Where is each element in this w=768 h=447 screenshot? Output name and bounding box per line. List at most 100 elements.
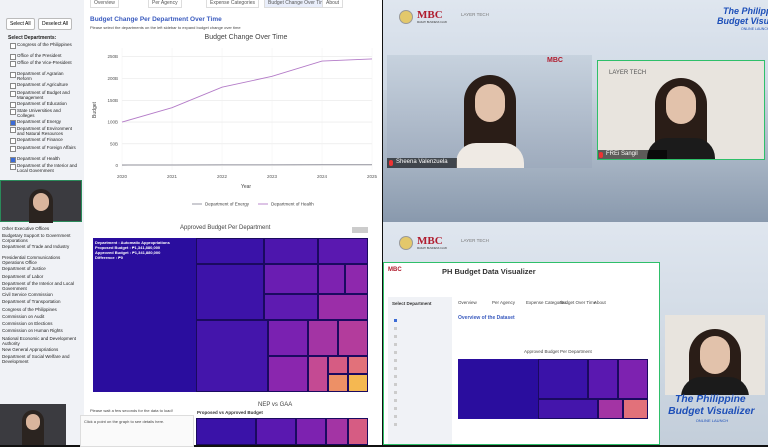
checkbox[interactable]: [10, 157, 16, 163]
chart-cell: [348, 418, 368, 445]
department-option: Department of Education: [17, 101, 79, 106]
department-name: Congress of the Philippines: [2, 307, 80, 312]
person-body: [681, 377, 749, 395]
chart-cell: [296, 418, 326, 445]
app-tab[interactable]: Expense Categories: [206, 0, 259, 8]
department-name: Department of Justice: [2, 266, 80, 271]
checkbox[interactable]: [10, 83, 16, 89]
layer-sign: LAYER TECH: [609, 70, 646, 76]
data-line: [122, 59, 372, 122]
sidebar-checkbox: [394, 399, 397, 402]
treemap-cell: [268, 356, 308, 392]
treemap-cell: [196, 238, 264, 264]
treemap-cell: [348, 374, 368, 392]
checkbox[interactable]: [10, 72, 16, 78]
treemap-cell: [268, 320, 308, 356]
department-option: Department of Foreign Affairs: [17, 145, 79, 150]
screen-tab[interactable]: Budget Over Time: [560, 300, 596, 305]
x-tick-label: 2025: [367, 174, 378, 179]
checkbox[interactable]: [10, 109, 16, 115]
x-tick-label: 2024: [317, 174, 328, 179]
x-tick-label: 2022: [217, 174, 228, 179]
treemap-cell: [318, 294, 368, 320]
chart-heading: Budget Change Per Department Over Time: [90, 16, 222, 23]
x-tick-label: 2023: [267, 174, 278, 179]
screen-cell: [623, 399, 648, 419]
screen-chart-title: Approved Budget Per Department: [524, 349, 592, 354]
department-name: New General Appropriations: [2, 347, 80, 352]
treemap-cell: [196, 320, 268, 392]
mbc-logo: MBC: [417, 9, 443, 21]
video-tile: [0, 404, 66, 445]
event-subtitle: ONLINE LAUNCH: [696, 418, 729, 423]
department-option: Department of Agrarian Reform: [17, 71, 79, 81]
x-tick-label: 2020: [117, 174, 128, 179]
checkbox[interactable]: [10, 146, 16, 152]
sidebar-checkbox: [394, 343, 397, 346]
screen-tab[interactable]: Overview: [458, 300, 477, 305]
department-option: Department of Agriculture: [17, 82, 79, 87]
sidebar-checkbox: [394, 407, 397, 410]
nep-gaa-title: NEP vs GAA: [258, 402, 292, 408]
screen-cell: [598, 399, 623, 419]
checkbox[interactable]: [10, 91, 16, 97]
seal: [399, 236, 413, 250]
checkbox[interactable]: [10, 138, 16, 144]
screen-cell: [588, 359, 618, 399]
department-option: Department of Health: [17, 156, 79, 161]
y-tick-label: 0: [115, 163, 118, 168]
checkbox[interactable]: [10, 164, 16, 170]
sidebar-checkbox: [394, 327, 397, 330]
treemap-cell: [308, 356, 328, 392]
department-name: Commission on Elections: [2, 321, 80, 326]
mbc-small: MBC: [388, 267, 402, 273]
sidebar-checkbox: [394, 351, 397, 354]
click-hint: Click a point on the graph to see detail…: [84, 419, 164, 424]
nep-gaa-chart: [196, 418, 368, 445]
app-tab[interactable]: Overview: [90, 0, 119, 8]
sidebar-checkbox: [394, 375, 397, 378]
legend-label: Department of Health: [271, 202, 314, 207]
treemap-cell: [308, 320, 338, 356]
screen-sidebar: [388, 297, 452, 444]
mbc-logo: MBC: [417, 235, 443, 247]
sidebar-checkbox: [394, 415, 397, 418]
department-name: Department of the Interior and Local Gov…: [2, 281, 80, 291]
y-tick-label: 100B: [107, 120, 118, 125]
checkbox[interactable]: [10, 43, 16, 49]
y-tick-label: 50B: [110, 141, 118, 146]
screen-treemap: [458, 359, 648, 419]
department-name: National Economic and Development Author…: [2, 336, 80, 346]
screen-tab[interactable]: Per Agency: [492, 300, 515, 305]
sidebar-heading: Select Departments:: [8, 35, 56, 41]
chart-cell: [326, 418, 348, 445]
event-title: The Philippine: [675, 394, 746, 405]
mic-icon: [389, 160, 393, 166]
department-name: Budgetary Support to Government Corporat…: [2, 233, 80, 243]
mbc-subtitle: MAKATI BUSINESS CLUB: [417, 247, 447, 250]
select-button[interactable]: Deselect All: [38, 18, 72, 30]
treemap-cell: [328, 374, 348, 392]
department-name: Department of Social Welfare and Develop…: [2, 354, 80, 364]
checkbox[interactable]: [10, 102, 16, 108]
x-tick-label: 2021: [167, 174, 178, 179]
treemap-cell: [318, 264, 345, 294]
event-title: Budget Visualizer: [668, 406, 754, 417]
checkbox[interactable]: [10, 54, 16, 60]
checkbox[interactable]: [10, 120, 16, 126]
treemap-cell: [196, 264, 264, 320]
treemap-cell: [338, 320, 368, 356]
app-tab[interactable]: About: [322, 0, 343, 8]
select-button[interactable]: Select All: [6, 18, 35, 30]
app-tab[interactable]: Per Agency: [148, 0, 182, 8]
treemap-cell: [264, 238, 318, 264]
checkbox[interactable]: [10, 61, 16, 67]
face: [26, 414, 40, 430]
screen-tab[interactable]: About: [594, 300, 606, 305]
sidebar-checkbox: [394, 319, 397, 322]
checkbox[interactable]: [10, 127, 16, 133]
